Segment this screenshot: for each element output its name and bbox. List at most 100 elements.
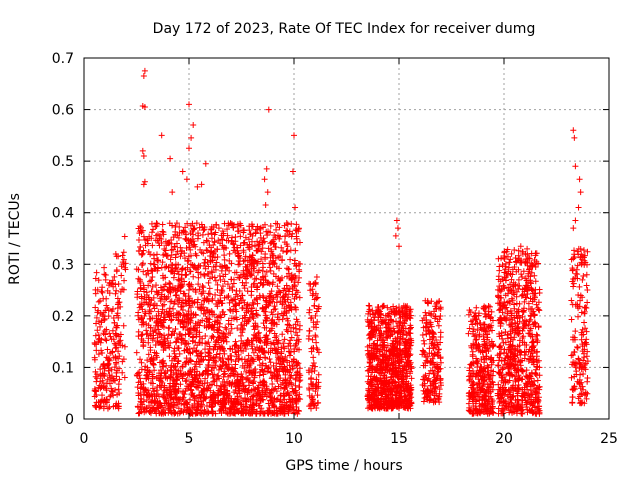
data-point — [95, 351, 102, 358]
data-point — [219, 228, 226, 235]
data-point — [149, 380, 156, 387]
data-point — [244, 374, 251, 381]
data-point — [100, 379, 107, 386]
data-point — [116, 376, 123, 383]
data-point — [260, 320, 267, 327]
data-point — [113, 359, 120, 366]
data-point — [91, 341, 98, 348]
data-point — [101, 271, 108, 278]
data-point — [256, 292, 263, 299]
data-point — [182, 331, 189, 338]
data-point — [99, 289, 106, 296]
data-point — [267, 368, 274, 375]
data-point — [264, 232, 271, 239]
data-point — [105, 355, 112, 362]
data-point — [166, 353, 173, 360]
data-point — [153, 387, 160, 394]
data-point — [103, 385, 110, 392]
data-point — [152, 341, 159, 348]
data-point — [115, 348, 122, 355]
data-point — [245, 357, 252, 364]
data-point — [107, 333, 114, 340]
data-point — [215, 225, 222, 232]
data-point — [217, 276, 224, 283]
data-point — [109, 348, 116, 355]
data-point — [208, 404, 215, 411]
data-point — [217, 263, 224, 270]
data-point — [267, 264, 274, 271]
data-point — [271, 303, 278, 310]
data-point — [103, 398, 110, 405]
data-point — [239, 407, 246, 414]
data-point — [116, 338, 123, 345]
data-point — [112, 331, 119, 338]
data-point — [151, 367, 158, 374]
data-point — [199, 231, 206, 238]
data-point — [154, 354, 161, 361]
data-point — [204, 238, 211, 245]
data-point — [260, 281, 267, 288]
data-point — [113, 312, 120, 319]
data-point — [207, 226, 214, 233]
data-point — [164, 335, 171, 342]
data-point — [215, 372, 222, 379]
data-point — [168, 316, 175, 323]
data-point — [173, 240, 180, 247]
data-point — [199, 335, 206, 342]
data-point — [269, 380, 276, 387]
data-point — [108, 388, 115, 395]
data-point — [199, 371, 206, 378]
data-point — [228, 315, 235, 322]
data-point — [113, 267, 120, 274]
data-point — [103, 302, 110, 309]
data-point — [115, 403, 122, 410]
data-point — [106, 404, 113, 411]
data-point — [212, 277, 219, 284]
data-point — [193, 333, 200, 340]
data-point — [286, 352, 293, 359]
data-point — [108, 385, 115, 392]
data-point — [151, 255, 158, 262]
data-point — [224, 226, 231, 233]
data-point — [179, 363, 186, 370]
data-point — [95, 277, 102, 284]
data-point — [145, 335, 152, 342]
data-point — [112, 290, 119, 297]
data-point — [93, 404, 100, 411]
data-point — [175, 271, 182, 278]
data-point — [119, 259, 126, 266]
data-point — [181, 255, 188, 262]
data-point — [296, 378, 303, 385]
data-point — [229, 308, 236, 315]
data-point — [193, 220, 200, 227]
data-point — [159, 221, 166, 228]
data-point — [93, 347, 100, 354]
data-point — [109, 277, 116, 284]
data-point — [204, 296, 211, 303]
data-point — [99, 370, 106, 377]
data-point — [259, 282, 266, 289]
data-point — [268, 288, 275, 295]
data-point — [137, 285, 144, 292]
data-point — [113, 287, 120, 294]
data-point — [237, 242, 244, 249]
data-point — [205, 349, 212, 356]
data-point — [97, 297, 104, 304]
data-point — [239, 362, 246, 369]
data-point — [279, 331, 286, 338]
data-point — [260, 371, 267, 378]
data-point — [113, 344, 120, 351]
data-point — [209, 333, 216, 340]
data-point — [95, 298, 102, 305]
data-point — [100, 361, 107, 368]
data-point — [92, 332, 99, 339]
data-point — [205, 231, 212, 238]
data-point — [145, 282, 152, 289]
data-point — [205, 339, 212, 346]
data-point — [121, 374, 128, 381]
data-point — [187, 252, 194, 259]
data-point — [192, 312, 199, 319]
data-point — [214, 303, 221, 310]
data-point — [154, 257, 161, 264]
